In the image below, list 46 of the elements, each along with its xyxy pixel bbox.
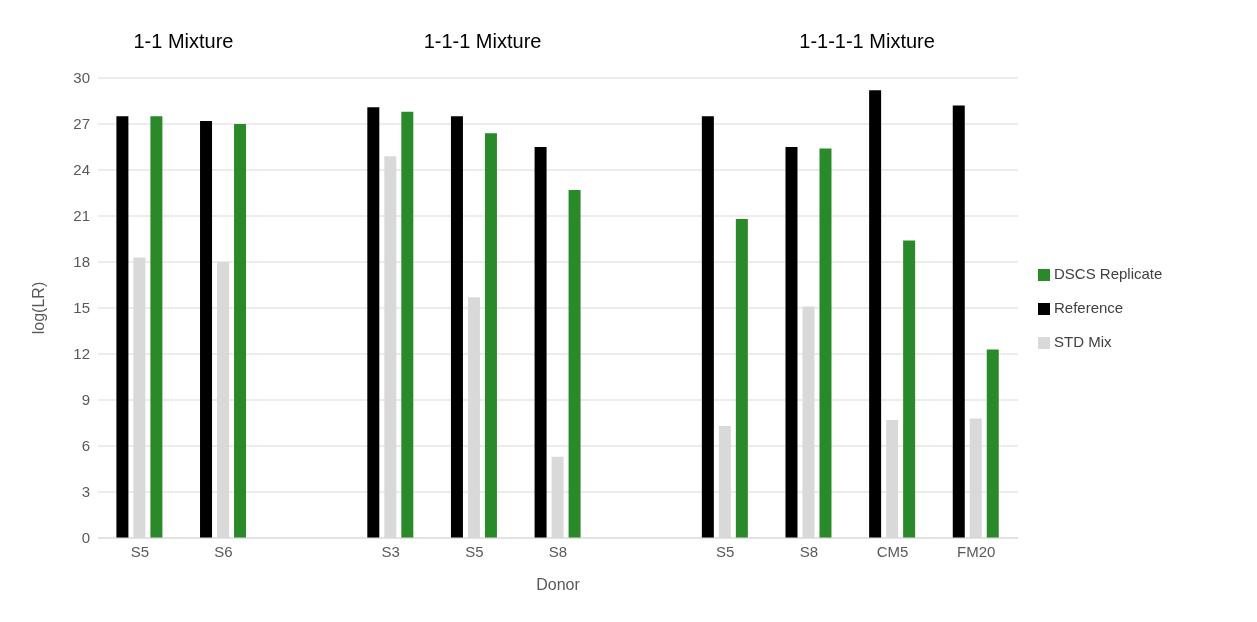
bar — [785, 147, 798, 538]
y-tick-label: 27 — [73, 115, 90, 133]
bar — [701, 116, 714, 538]
x-tick-label: S8 — [548, 542, 568, 560]
text: 1-1 Mixture — [132, 30, 235, 53]
x-tick-label: S5 — [130, 542, 149, 560]
bar — [367, 107, 380, 538]
text: 1-1-1-1 Mixture — [798, 30, 936, 53]
y-tick-label: 30 — [73, 69, 90, 87]
bar — [986, 349, 999, 538]
bar — [819, 148, 832, 538]
y-tick-label: 0 — [81, 529, 90, 547]
y-tick-label: 21 — [73, 207, 90, 225]
bar — [234, 124, 247, 538]
y-axis-title: log(LR) — [29, 281, 47, 335]
bar — [450, 116, 463, 538]
bar — [568, 189, 581, 538]
text: 1-1-1 Mixture — [422, 30, 543, 53]
bar — [116, 116, 129, 538]
x-tick-label: S5 — [465, 542, 484, 560]
y-tick-label: 6 — [81, 437, 90, 455]
x-tick-label: S6 — [214, 542, 233, 560]
y-tick-label: 9 — [81, 391, 90, 409]
bar — [200, 120, 213, 538]
y-tick-label: 18 — [73, 253, 90, 271]
bar — [401, 111, 414, 538]
bar — [903, 240, 916, 538]
bar — [150, 116, 163, 538]
y-tick-label: 15 — [73, 299, 90, 317]
x-tick-label: S3 — [381, 542, 400, 560]
bar — [484, 133, 497, 538]
bar — [952, 105, 965, 538]
x-tick-label: CM5 — [876, 542, 909, 560]
bar — [534, 147, 547, 538]
x-tick-label: S5 — [716, 542, 735, 560]
legend-label: DSCS Replicate — [1054, 265, 1163, 282]
bar — [735, 219, 748, 538]
y-tick-label: 3 — [81, 483, 90, 501]
bar — [869, 90, 882, 538]
x-tick-label: S8 — [799, 542, 819, 560]
x-tick-label: FM20 — [957, 542, 996, 560]
legend-label: STD Mix — [1054, 333, 1112, 350]
legend-label: Reference — [1054, 299, 1124, 316]
x-axis-title: Donor — [536, 576, 581, 593]
y-tick-label: 12 — [73, 345, 90, 363]
y-tick-label: 24 — [73, 161, 90, 179]
